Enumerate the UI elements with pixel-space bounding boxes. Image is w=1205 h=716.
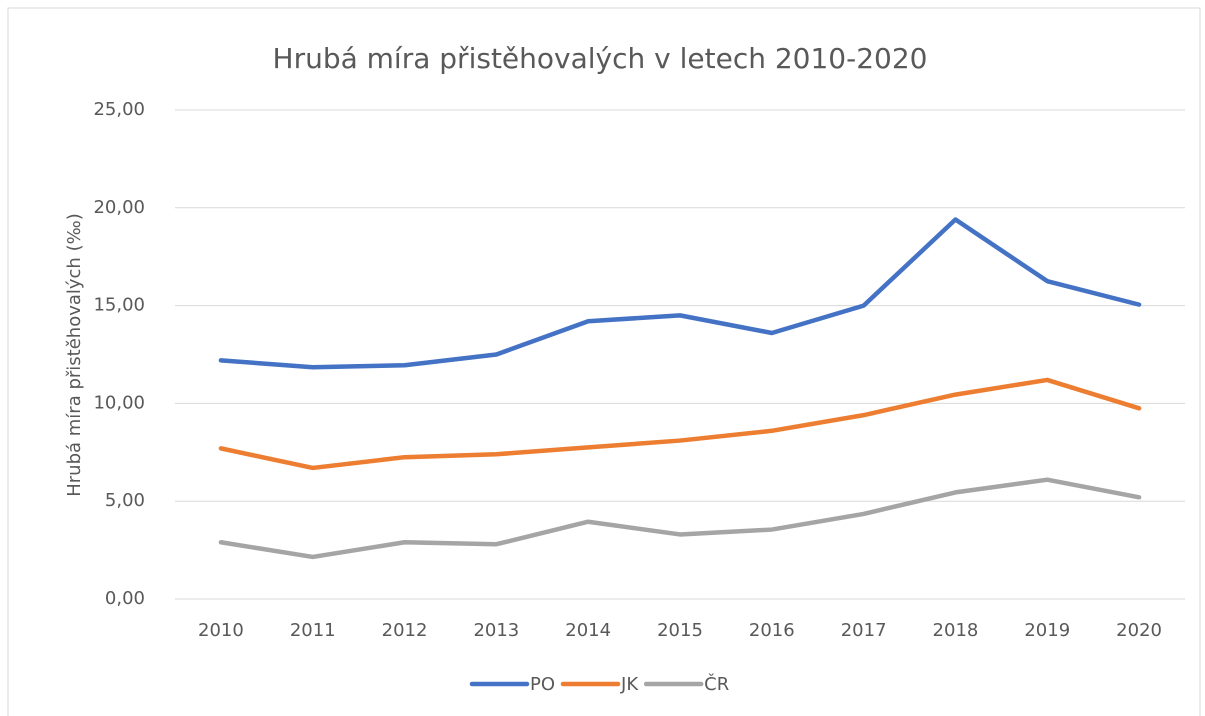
y-tick-label: 0,00 xyxy=(105,588,145,609)
y-tick-label: 20,00 xyxy=(93,197,145,218)
y-tick-label: 15,00 xyxy=(93,295,145,316)
chart-title: Hrubá míra přistěhovalých v letech 2010-… xyxy=(273,42,928,75)
series-line xyxy=(218,477,1142,560)
legend-label: PO xyxy=(530,674,555,695)
x-tick-label: 2018 xyxy=(933,620,979,641)
x-tick-label: 2014 xyxy=(565,620,611,641)
x-tick-label: 2011 xyxy=(290,620,336,641)
x-tick-label: 2019 xyxy=(1024,620,1070,641)
y-tick-label: 25,00 xyxy=(93,99,145,120)
series-line xyxy=(218,377,1142,471)
chart-frame xyxy=(7,7,1201,716)
x-tick-label: 2016 xyxy=(749,620,795,641)
x-tick-label: 2015 xyxy=(657,620,703,641)
series-line xyxy=(218,217,1142,370)
legend-label: JK xyxy=(620,674,639,695)
x-tick-label: 2010 xyxy=(198,620,244,641)
x-tick-label: 2013 xyxy=(473,620,519,641)
x-tick-label: 2012 xyxy=(382,620,428,641)
x-tick-label: 2017 xyxy=(841,620,887,641)
legend-label: ČR xyxy=(704,673,729,695)
x-tick-label: 2020 xyxy=(1116,620,1162,641)
y-axis-label: Hrubá míra přistěhovalých (‰) xyxy=(64,213,85,497)
y-tick-label: 5,00 xyxy=(105,490,145,511)
y-tick-label: 10,00 xyxy=(93,392,145,413)
